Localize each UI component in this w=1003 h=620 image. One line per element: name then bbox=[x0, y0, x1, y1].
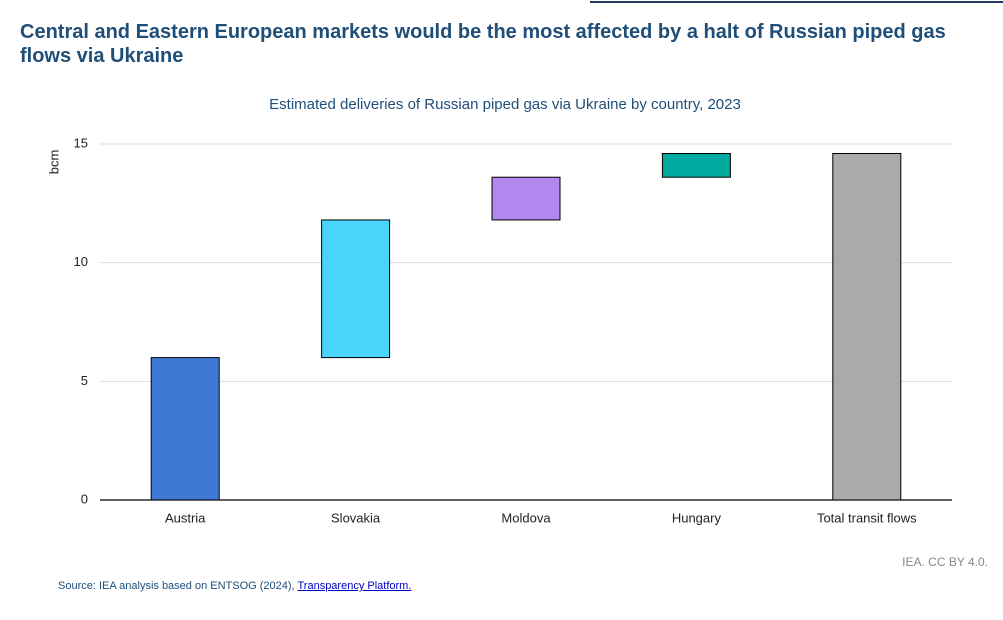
bar bbox=[150, 357, 220, 501]
y-axis-label: bcm bbox=[46, 150, 61, 175]
source: Source: IEA analysis based on ENTSOG (20… bbox=[58, 580, 411, 592]
y-tick-label: 0 bbox=[81, 491, 88, 506]
title: Central and Eastern European markets wou… bbox=[20, 21, 946, 67]
y-tick-label: 10 bbox=[74, 254, 88, 269]
bar bbox=[321, 219, 391, 359]
x-tick-label: Total transit flows bbox=[817, 510, 917, 525]
x-tick-label: Slovakia bbox=[331, 510, 381, 525]
x-tick-label: Moldova bbox=[501, 510, 551, 525]
x-tick-label: Hungary bbox=[672, 510, 722, 525]
credit: IEA. CC BY 4.0. bbox=[902, 555, 988, 569]
y-tick-label: 5 bbox=[81, 373, 88, 388]
bar bbox=[832, 152, 902, 501]
source-text: Source: IEA analysis based on ENTSOG (20… bbox=[58, 580, 298, 592]
top-rule bbox=[590, 1, 1003, 3]
source-link[interactable]: Transparency Platform. bbox=[297, 580, 412, 592]
bar bbox=[491, 176, 561, 221]
x-tick-label: Austria bbox=[165, 510, 206, 525]
y-tick-label: 15 bbox=[74, 135, 88, 150]
bar bbox=[661, 152, 731, 178]
subtitle: Estimated deliveries of Russian piped ga… bbox=[269, 96, 741, 113]
